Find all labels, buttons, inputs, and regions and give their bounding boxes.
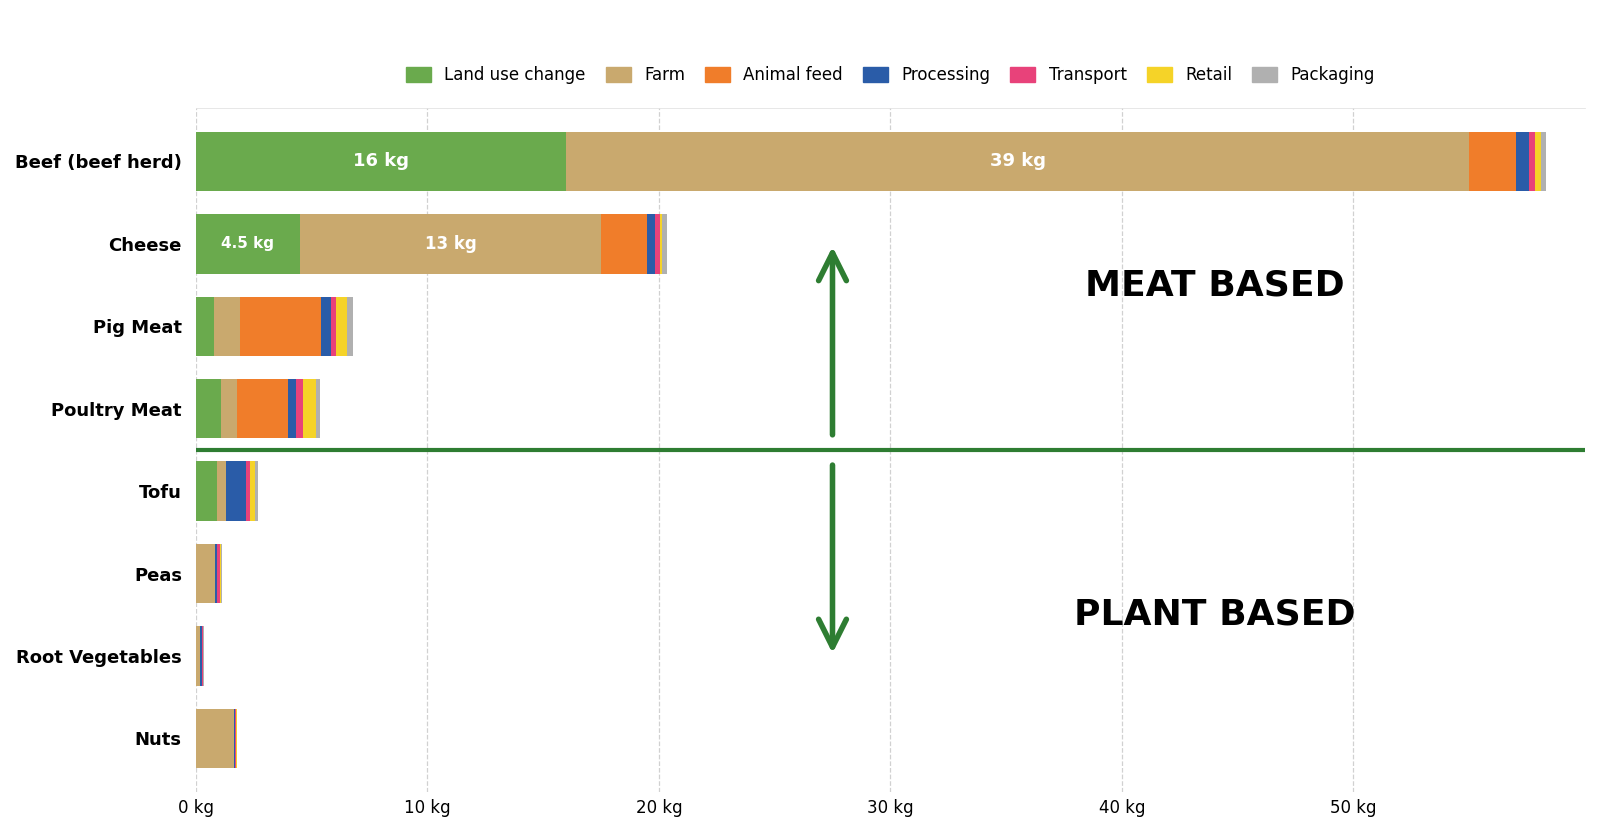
Text: 4.5 kg: 4.5 kg — [221, 236, 274, 251]
Legend: Land use change, Farm, Animal feed, Processing, Transport, Retail, Packaging: Land use change, Farm, Animal feed, Proc… — [402, 62, 1379, 89]
Bar — [254, 462, 258, 521]
Bar — [1469, 131, 1515, 191]
Bar — [1534, 131, 1541, 191]
Bar — [299, 214, 602, 274]
Bar — [602, 214, 648, 274]
Bar — [216, 462, 226, 521]
Bar — [250, 462, 254, 521]
Bar — [320, 297, 331, 356]
Bar — [659, 214, 662, 274]
Bar — [214, 297, 240, 356]
Bar — [195, 626, 200, 686]
Bar — [648, 214, 656, 274]
Text: 16 kg: 16 kg — [354, 152, 410, 171]
Bar — [195, 131, 566, 191]
Bar — [315, 379, 320, 438]
Bar — [195, 709, 234, 768]
Bar — [221, 379, 237, 438]
Bar — [1541, 131, 1546, 191]
Text: PLANT BASED: PLANT BASED — [1074, 598, 1355, 631]
Bar — [347, 297, 354, 356]
Bar — [662, 214, 667, 274]
Bar — [195, 379, 221, 438]
Bar — [245, 462, 250, 521]
Bar — [336, 297, 347, 356]
Bar — [195, 462, 216, 521]
Bar — [195, 214, 299, 274]
Bar — [296, 379, 302, 438]
Bar — [288, 379, 296, 438]
Bar — [195, 544, 216, 603]
Bar — [237, 379, 288, 438]
Text: 39 kg: 39 kg — [990, 152, 1046, 171]
Text: MEAT BASED: MEAT BASED — [1085, 268, 1344, 302]
Bar — [331, 297, 336, 356]
Bar — [1515, 131, 1530, 191]
Bar — [656, 214, 659, 274]
Bar — [218, 544, 221, 603]
Text: 13 kg: 13 kg — [424, 235, 477, 253]
Bar — [195, 297, 214, 356]
Bar — [1530, 131, 1534, 191]
Bar — [566, 131, 1469, 191]
Bar — [226, 462, 245, 521]
Bar — [216, 544, 218, 603]
Bar — [302, 379, 315, 438]
Bar — [240, 297, 320, 356]
